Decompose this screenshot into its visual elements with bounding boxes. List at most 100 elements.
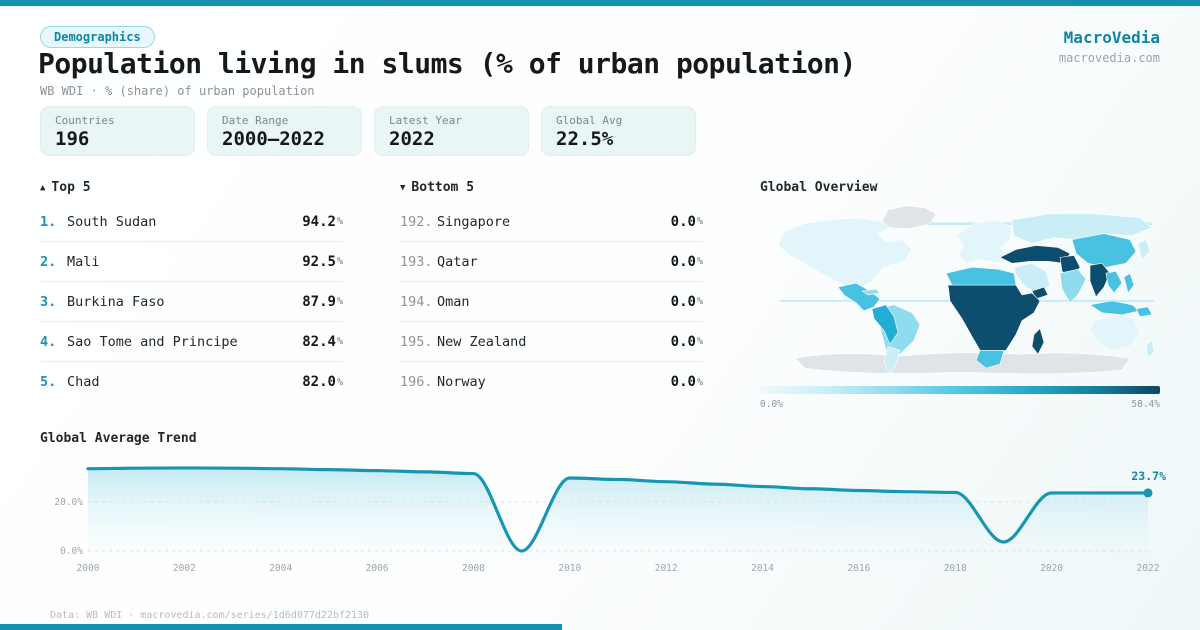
country-name: South Sudan [67,213,157,230]
country-value: 0.0 [670,213,696,230]
triangle-up-icon: ▲ [40,183,46,193]
stat-card-date-range: Date Range 2000–2022 [207,106,362,156]
map-region-india [1059,268,1087,304]
x-axis-label: 2006 [366,563,389,574]
country-value: 0.0 [670,333,696,350]
area-fill [88,467,1148,564]
page-title: Population living in slums (% of urban p… [38,47,856,80]
map-region-australia [1089,314,1141,351]
map-region-south-africa [975,350,1005,369]
top-accent-bar [0,0,1200,6]
stat-value: 2000–2022 [222,128,325,150]
list-row: 5. Chad 82.0% [40,362,343,402]
y-axis-label: 0.0% [60,546,83,557]
top5-list: ▲ Top 5 1. South Sudan 94.2% 2. Mali 92.5% 3. Bu… [40,180,343,402]
x-axis-label: 2010 [558,563,581,574]
stat-label: Latest Year [389,114,462,127]
map-region-antarctica [794,352,1131,374]
percent-unit: % [696,376,703,388]
list-row: 194. Oman 0.0% [400,282,703,322]
bottom-accent-bar [0,624,562,630]
rank-label: 194. [400,293,433,310]
bottom5-list: ▼ Bottom 5 192. Singapore 0.0% 193. Qatar 0.0%… [400,180,703,402]
list-row: 192. Singapore 0.0% [400,202,703,242]
rank-label: 195. [400,333,433,350]
map-region-central-america [837,282,881,312]
map-region-russia [1011,213,1153,244]
world-map [777,205,1155,375]
footer-source[interactable]: Data: WB WDI · macrovedia.com/series/1d6… [50,610,370,621]
map-region-new-guinea [1135,306,1153,318]
list-row: 196. Norway 0.0% [400,362,703,402]
rank-label: 5. [40,374,57,390]
map-region-indochina [1105,270,1123,294]
country-name: Oman [437,293,470,310]
global-overview-panel: Global Overview [760,180,1160,410]
map-region-greenland [881,205,937,229]
stat-value: 2022 [389,128,435,150]
percent-unit: % [696,296,703,307]
country-name: Qatar [437,253,478,270]
percent-unit: % [696,336,703,347]
stat-value: 196 [55,128,90,150]
map-region-philippines [1123,272,1135,294]
country-name: Chad [67,374,100,390]
percent-unit: % [336,296,343,307]
colorbar-labels: 0.0% 58.4% [760,399,1160,410]
x-axis-label: 2014 [751,563,774,574]
country-value: 92.5 [302,253,336,270]
percent-unit: % [336,376,343,388]
percent-unit: % [336,336,343,347]
country-name: Mali [67,253,100,270]
country-value: 82.0 [302,374,336,390]
stat-label: Countries [55,114,115,127]
stat-value: 22.5% [556,128,614,150]
map-region-china [1071,233,1137,268]
brand-block[interactable]: MacroVedia macrovedia.com [1059,28,1160,65]
trend-line [86,466,1150,553]
end-point-marker [1143,488,1153,498]
country-value: 0.0 [670,253,696,270]
brand-domain: macrovedia.com [1058,51,1160,65]
country-value: 87.9 [302,293,336,310]
map-region-japan [1137,239,1151,260]
x-axis-label: 2020 [1040,563,1063,574]
percent-unit: % [696,216,703,227]
map-region-myanmar [1089,262,1111,298]
percent-unit: % [336,216,343,227]
stat-label: Global Avg [556,114,623,127]
country-name: New Zealand [437,333,527,350]
bottom5-title: Bottom 5 [411,180,475,195]
country-name: Burkina Faso [67,293,165,310]
category-badge[interactable]: Demographics [40,26,155,48]
map-region-madagascar [1031,328,1045,355]
colorbar-max-label: 58.4% [1131,399,1160,410]
stat-cards: Countries 196 Date Range 2000–2022 Lates… [40,106,696,156]
list-row: 2. Mali 92.5% [40,242,343,282]
list-row: 1. South Sudan 94.2% [40,202,343,242]
map-region-sub-saharan-africa [947,284,1041,357]
stat-label: Date Range [222,114,289,127]
map-region-caribbean [861,288,881,296]
x-axis-label: 2018 [944,563,967,574]
map-region-central-asia [999,245,1071,264]
colorbar-min-label: 0.0% [760,399,783,410]
map-region-indonesia [1089,300,1141,316]
stat-card-latest-year: Latest Year 2022 [374,106,529,156]
x-axis-label: 2008 [462,563,485,574]
x-axis-label: 2022 [1137,563,1160,574]
country-name: Sao Tome and Principe [67,333,238,350]
map-region-southern-cone [883,345,901,375]
rank-label: 2. [40,253,57,270]
list-row: 195. New Zealand 0.0% [400,322,703,362]
trend-chart-title: Global Average Trend [40,431,197,446]
top5-title: Top 5 [51,180,91,195]
percent-unit: % [336,256,343,267]
trend-area-chart: 20.0% 0.0% 23.7% 2000 2002 2004 2006 2008 2010 20… [54,466,1166,574]
triangle-down-icon: ▼ [400,183,406,193]
choropleth-colorbar [760,386,1160,394]
country-value: 82.4 [302,333,336,350]
map-region-andes [871,304,899,346]
x-axis-label: 2000 [77,563,100,574]
